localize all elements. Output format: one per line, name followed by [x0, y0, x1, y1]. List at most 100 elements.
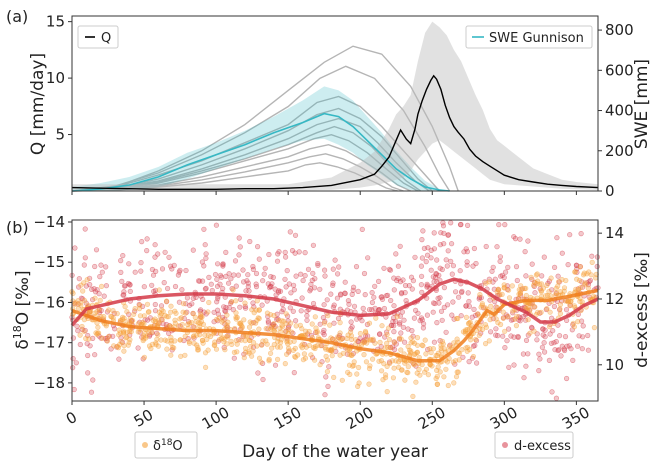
dexcess-point	[570, 357, 576, 364]
dexcess-point	[441, 241, 447, 247]
dexcess-point	[493, 326, 499, 332]
dexcess-point	[215, 307, 221, 313]
d18o-point	[414, 342, 421, 348]
panel-b-label: (b)	[6, 218, 29, 237]
d18o-point	[528, 274, 534, 280]
dexcess-point	[126, 311, 132, 317]
d18o-point	[591, 325, 598, 331]
dexcess-point	[172, 283, 179, 290]
d18o-point	[93, 330, 99, 336]
dexcess-point	[272, 362, 279, 368]
dexcess-point	[490, 279, 496, 285]
dexcess-point	[241, 279, 247, 285]
d18o-point	[224, 312, 230, 318]
dexcess-point	[322, 267, 328, 273]
d18o-point	[443, 366, 449, 372]
d18o-point	[534, 271, 540, 277]
d18o-point	[379, 323, 385, 329]
dexcess-point	[120, 253, 126, 259]
dexcess-point	[233, 283, 239, 289]
d18o-point	[207, 333, 214, 340]
dexcess-point	[91, 286, 97, 292]
dexcess-point	[434, 320, 440, 326]
d18o-point	[378, 358, 385, 364]
dexcess-point	[288, 290, 294, 296]
dexcess-point	[419, 273, 425, 279]
d18o-point	[164, 298, 170, 304]
d18o-point	[287, 339, 293, 345]
d18o-point	[246, 324, 253, 330]
d18o-point	[384, 331, 390, 338]
dexcess-point	[72, 245, 78, 251]
dexcess-point	[305, 266, 312, 272]
dexcess-point	[532, 290, 538, 296]
d18o-point	[278, 329, 284, 335]
d18o-point	[84, 277, 90, 283]
dexcess-point	[555, 273, 561, 279]
d18o-point	[221, 339, 227, 345]
dexcess-point	[506, 364, 512, 370]
d18o-point	[306, 342, 312, 349]
d18o-point	[168, 303, 174, 309]
d18o-point	[410, 393, 416, 400]
dexcess-point	[276, 249, 282, 255]
d18o-point	[251, 310, 257, 316]
swe-gunnison-line	[71, 112, 450, 192]
d18o-point	[454, 336, 460, 342]
d18o-point	[367, 363, 373, 369]
dexcess-point	[145, 317, 151, 323]
d18o-point	[477, 326, 483, 332]
d18o-point	[290, 347, 297, 353]
d18o-point	[561, 285, 568, 291]
dexcess-point	[539, 273, 545, 279]
d18o-point	[110, 308, 116, 314]
d18o-point	[269, 345, 275, 351]
dexcess-point	[214, 283, 221, 289]
dexcess-point	[555, 347, 561, 354]
dexcess-point	[458, 313, 464, 319]
dexcess-point	[298, 308, 304, 314]
dexcess-point	[304, 317, 310, 323]
d18o-point	[241, 317, 247, 323]
d18o-point	[251, 340, 257, 346]
dexcess-point	[430, 309, 436, 315]
legend-d18o-label: δ18O	[153, 438, 183, 454]
dexcess-point	[190, 295, 196, 302]
d18o-point	[295, 352, 301, 358]
a-right-tick-label: 800	[605, 21, 634, 39]
dexcess-point	[312, 285, 318, 291]
dexcess-point	[346, 301, 352, 307]
dexcess-point	[277, 288, 284, 294]
d18o-point	[275, 356, 281, 363]
d18o-point	[348, 352, 354, 358]
d18o-point	[324, 369, 331, 375]
d18o-point	[191, 324, 198, 330]
d18o-point	[125, 342, 131, 348]
dexcess-point	[230, 307, 236, 313]
dexcess-point	[444, 263, 450, 269]
d18o-point	[531, 328, 537, 334]
dexcess-point	[372, 305, 378, 312]
dexcess-point	[450, 299, 456, 305]
dexcess-point	[304, 313, 310, 319]
d18o-point	[164, 346, 170, 352]
d18o-point	[390, 375, 397, 381]
dexcess-point	[317, 321, 323, 327]
dexcess-point	[449, 271, 455, 277]
dexcess-point	[440, 220, 446, 226]
d18o-point	[547, 309, 553, 315]
d18o-point	[574, 276, 580, 282]
swe-site-line-3	[71, 95, 441, 192]
d18o-point	[214, 316, 220, 323]
d18o-point	[500, 309, 506, 315]
d18o-point	[238, 337, 244, 343]
d18o-point	[382, 345, 388, 351]
d18o-point	[276, 318, 282, 324]
d18o-point	[288, 320, 294, 326]
dexcess-point	[331, 320, 337, 326]
d18o-point	[312, 314, 318, 320]
dexcess-point	[376, 278, 382, 285]
legend-q: Q	[77, 25, 119, 49]
dexcess-point	[282, 249, 288, 255]
dexcess-point	[409, 328, 415, 334]
